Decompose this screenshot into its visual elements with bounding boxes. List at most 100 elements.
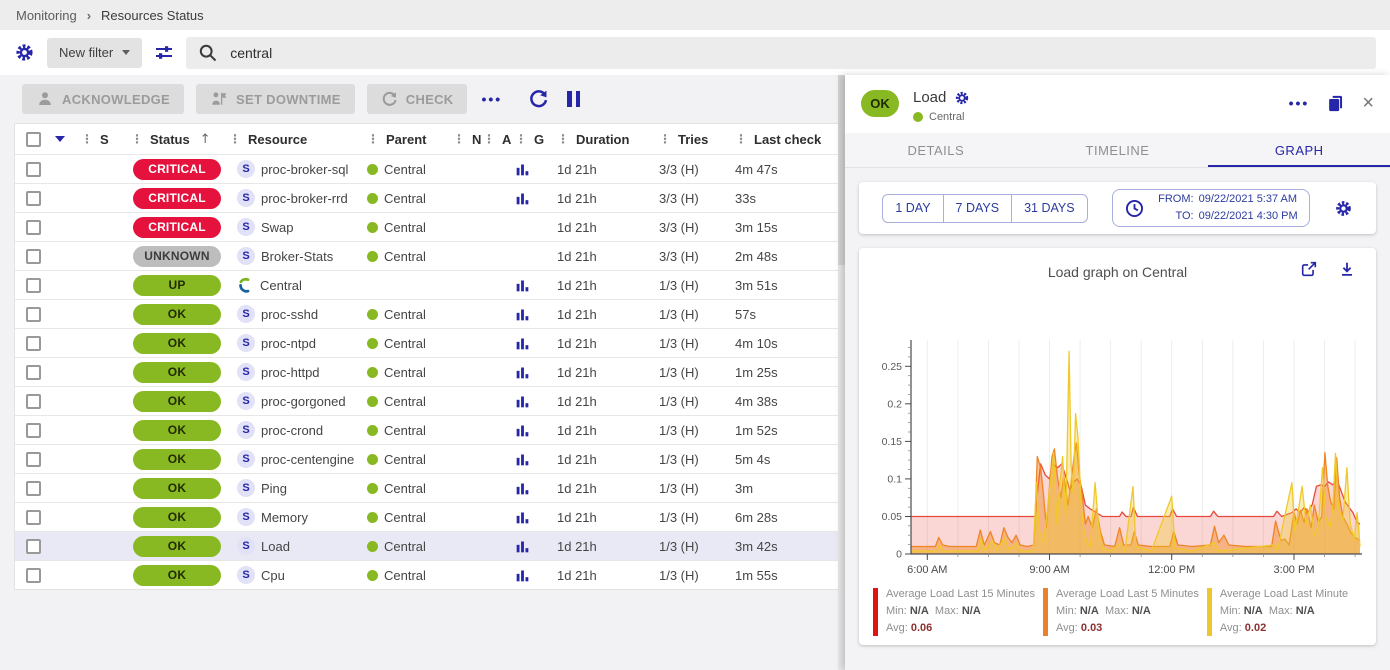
- table-row[interactable]: OK S Ping Central 1d 21h 1/3 (H) 3m: [15, 473, 844, 502]
- drag-handle-icon[interactable]: ⋮: [735, 132, 747, 146]
- row-checkbox[interactable]: [26, 480, 41, 496]
- resource-name[interactable]: Ping: [261, 480, 288, 496]
- parent-name[interactable]: Central: [384, 509, 426, 525]
- drag-handle-icon[interactable]: ⋮: [367, 132, 379, 146]
- parent-name[interactable]: Central: [384, 538, 426, 554]
- graph-icon[interactable]: [515, 539, 530, 554]
- col-header-parent[interactable]: Parent: [386, 131, 427, 147]
- drag-handle-icon[interactable]: ⋮: [229, 132, 241, 146]
- parent-name[interactable]: Central: [384, 161, 426, 177]
- col-header-status[interactable]: Status: [150, 131, 190, 147]
- row-checkbox[interactable]: [26, 451, 41, 467]
- drag-handle-icon[interactable]: ⋮: [453, 132, 465, 146]
- copy-link-icon[interactable]: [1326, 94, 1345, 113]
- parent-name[interactable]: Central: [384, 480, 426, 496]
- resource-name[interactable]: proc-httpd: [261, 364, 320, 380]
- resource-name[interactable]: proc-ntpd: [261, 335, 316, 351]
- open-in-new-icon[interactable]: [1300, 260, 1318, 278]
- drag-handle-icon[interactable]: ⋮: [659, 132, 671, 146]
- graph-icon[interactable]: [515, 336, 530, 351]
- row-checkbox[interactable]: [26, 248, 41, 264]
- parent-name[interactable]: Central: [384, 393, 426, 409]
- row-checkbox[interactable]: [26, 306, 41, 322]
- table-row[interactable]: OK S Load Central 1d 21h 1/3 (H) 3m 42s: [15, 531, 844, 560]
- table-row[interactable]: OK S proc-centengine Central 1d 21h 1/3 …: [15, 444, 844, 473]
- refresh-icon[interactable]: [528, 88, 549, 110]
- row-checkbox[interactable]: [26, 422, 41, 438]
- parent-name[interactable]: Central: [384, 364, 426, 380]
- time-button-1-day[interactable]: 1 DAY: [882, 193, 944, 223]
- row-checkbox[interactable]: [26, 335, 41, 351]
- table-row[interactable]: OK S proc-crond Central 1d 21h 1/3 (H) 1…: [15, 415, 844, 444]
- legend-item[interactable]: Average Load Last 5 Minutes Min: N/A Max…: [1043, 586, 1199, 637]
- breadcrumb-item-monitoring[interactable]: Monitoring: [16, 7, 77, 23]
- row-checkbox[interactable]: [26, 161, 41, 177]
- table-row[interactable]: CRITICAL S proc-broker-sql Central 1d 21…: [15, 154, 844, 183]
- more-actions-button[interactable]: •••: [481, 91, 503, 107]
- select-all-checkbox[interactable]: [26, 131, 41, 147]
- drag-handle-icon[interactable]: ⋮: [557, 132, 569, 146]
- drag-handle-icon[interactable]: ⋮: [81, 132, 93, 146]
- row-checkbox[interactable]: [26, 277, 41, 293]
- panel-more-button[interactable]: •••: [1288, 95, 1310, 111]
- download-icon[interactable]: [1338, 260, 1356, 278]
- graph-icon[interactable]: [515, 162, 530, 177]
- graph-icon[interactable]: [515, 568, 530, 583]
- resource-settings-gear-icon[interactable]: [954, 90, 970, 106]
- parent-name[interactable]: Central: [384, 422, 426, 438]
- table-row[interactable]: OK S proc-gorgoned Central 1d 21h 1/3 (H…: [15, 386, 844, 415]
- row-checkbox[interactable]: [26, 190, 41, 206]
- resource-name[interactable]: Load: [261, 538, 290, 554]
- col-header-a[interactable]: A: [502, 131, 512, 147]
- graph-icon[interactable]: [515, 481, 530, 496]
- table-row[interactable]: CRITICAL S Swap Central 1d 21h 3/3 (H) 3…: [15, 212, 844, 241]
- graph-icon[interactable]: [515, 191, 530, 206]
- graph-icon[interactable]: [515, 510, 530, 525]
- to-value[interactable]: 09/22/2021 4:30 PM: [1198, 210, 1298, 222]
- tune-filter-icon[interactable]: [154, 43, 174, 63]
- parent-name[interactable]: Central: [384, 451, 426, 467]
- resource-name[interactable]: proc-crond: [261, 422, 324, 438]
- parent-name[interactable]: Central: [384, 567, 426, 583]
- graph-icon[interactable]: [515, 365, 530, 380]
- tab-details[interactable]: DETAILS: [907, 142, 965, 158]
- col-header-resource[interactable]: Resource: [248, 131, 308, 147]
- custom-time-period[interactable]: FROM: 09/22/2021 5:37 AM TO: 09/22/2021 4:…: [1111, 189, 1310, 227]
- parent-name[interactable]: Central: [384, 248, 426, 264]
- table-row[interactable]: UNKNOWN S Broker-Stats Central 1d 21h 3/…: [15, 241, 844, 270]
- tab-graph[interactable]: GRAPH: [1208, 133, 1390, 167]
- table-row[interactable]: OK S proc-sshd Central 1d 21h 1/3 (H) 57…: [15, 299, 844, 328]
- pause-autorefresh-button[interactable]: [567, 91, 581, 107]
- table-row[interactable]: OK S proc-ntpd Central 1d 21h 1/3 (H) 4m…: [15, 328, 844, 357]
- check-button[interactable]: CHECK: [366, 84, 468, 114]
- drag-handle-icon[interactable]: ⋮: [131, 132, 143, 146]
- graph-settings-gear-icon[interactable]: [1334, 199, 1353, 218]
- legend-item[interactable]: Average Load Last Minute Min: N/A Max: N…: [1206, 586, 1362, 637]
- search-input[interactable]: [230, 44, 1364, 61]
- drag-handle-icon[interactable]: ⋮: [515, 132, 527, 146]
- resource-name[interactable]: proc-broker-sql: [261, 161, 349, 177]
- filter-settings-gear-icon[interactable]: [14, 42, 35, 63]
- acknowledge-button[interactable]: ACKNOWLEDGE: [22, 84, 185, 114]
- col-header-n[interactable]: N: [472, 131, 482, 147]
- resource-name[interactable]: Memory: [261, 509, 308, 525]
- row-checkbox[interactable]: [26, 509, 41, 525]
- drag-handle-icon[interactable]: ⋮: [483, 132, 495, 146]
- table-row[interactable]: CRITICAL S proc-broker-rrd Central 1d 21…: [15, 183, 844, 212]
- parent-name[interactable]: Central: [384, 335, 426, 351]
- row-checkbox[interactable]: [26, 393, 41, 409]
- graph-icon[interactable]: [515, 307, 530, 322]
- col-header-duration[interactable]: Duration: [576, 131, 630, 147]
- legend-item[interactable]: Average Load Last 15 Minutes Min: N/A Ma…: [873, 586, 1035, 637]
- resource-name[interactable]: proc-centengine: [261, 451, 355, 467]
- tab-timeline[interactable]: TIMELINE: [1085, 142, 1150, 158]
- resource-name[interactable]: proc-gorgoned: [261, 393, 346, 409]
- resource-name[interactable]: Cpu: [261, 567, 285, 583]
- col-header-g[interactable]: G: [534, 131, 545, 147]
- table-row[interactable]: OK S Cpu Central 1d 21h 1/3 (H) 1m 55s: [15, 560, 844, 589]
- table-row[interactable]: OK S Memory Central 1d 21h 1/3 (H) 6m 28…: [15, 502, 844, 531]
- row-checkbox[interactable]: [26, 219, 41, 235]
- table-row[interactable]: UP S Central 1d 21h 1/3 (H) 3m 51s: [15, 270, 844, 299]
- load-chart[interactable]: 0 0.05 0.1 0.15 0.2 0.25 6:00 AM 9:00 AM 12:00 P…: [865, 284, 1370, 584]
- set-downtime-button[interactable]: SET DOWNTIME: [196, 84, 355, 114]
